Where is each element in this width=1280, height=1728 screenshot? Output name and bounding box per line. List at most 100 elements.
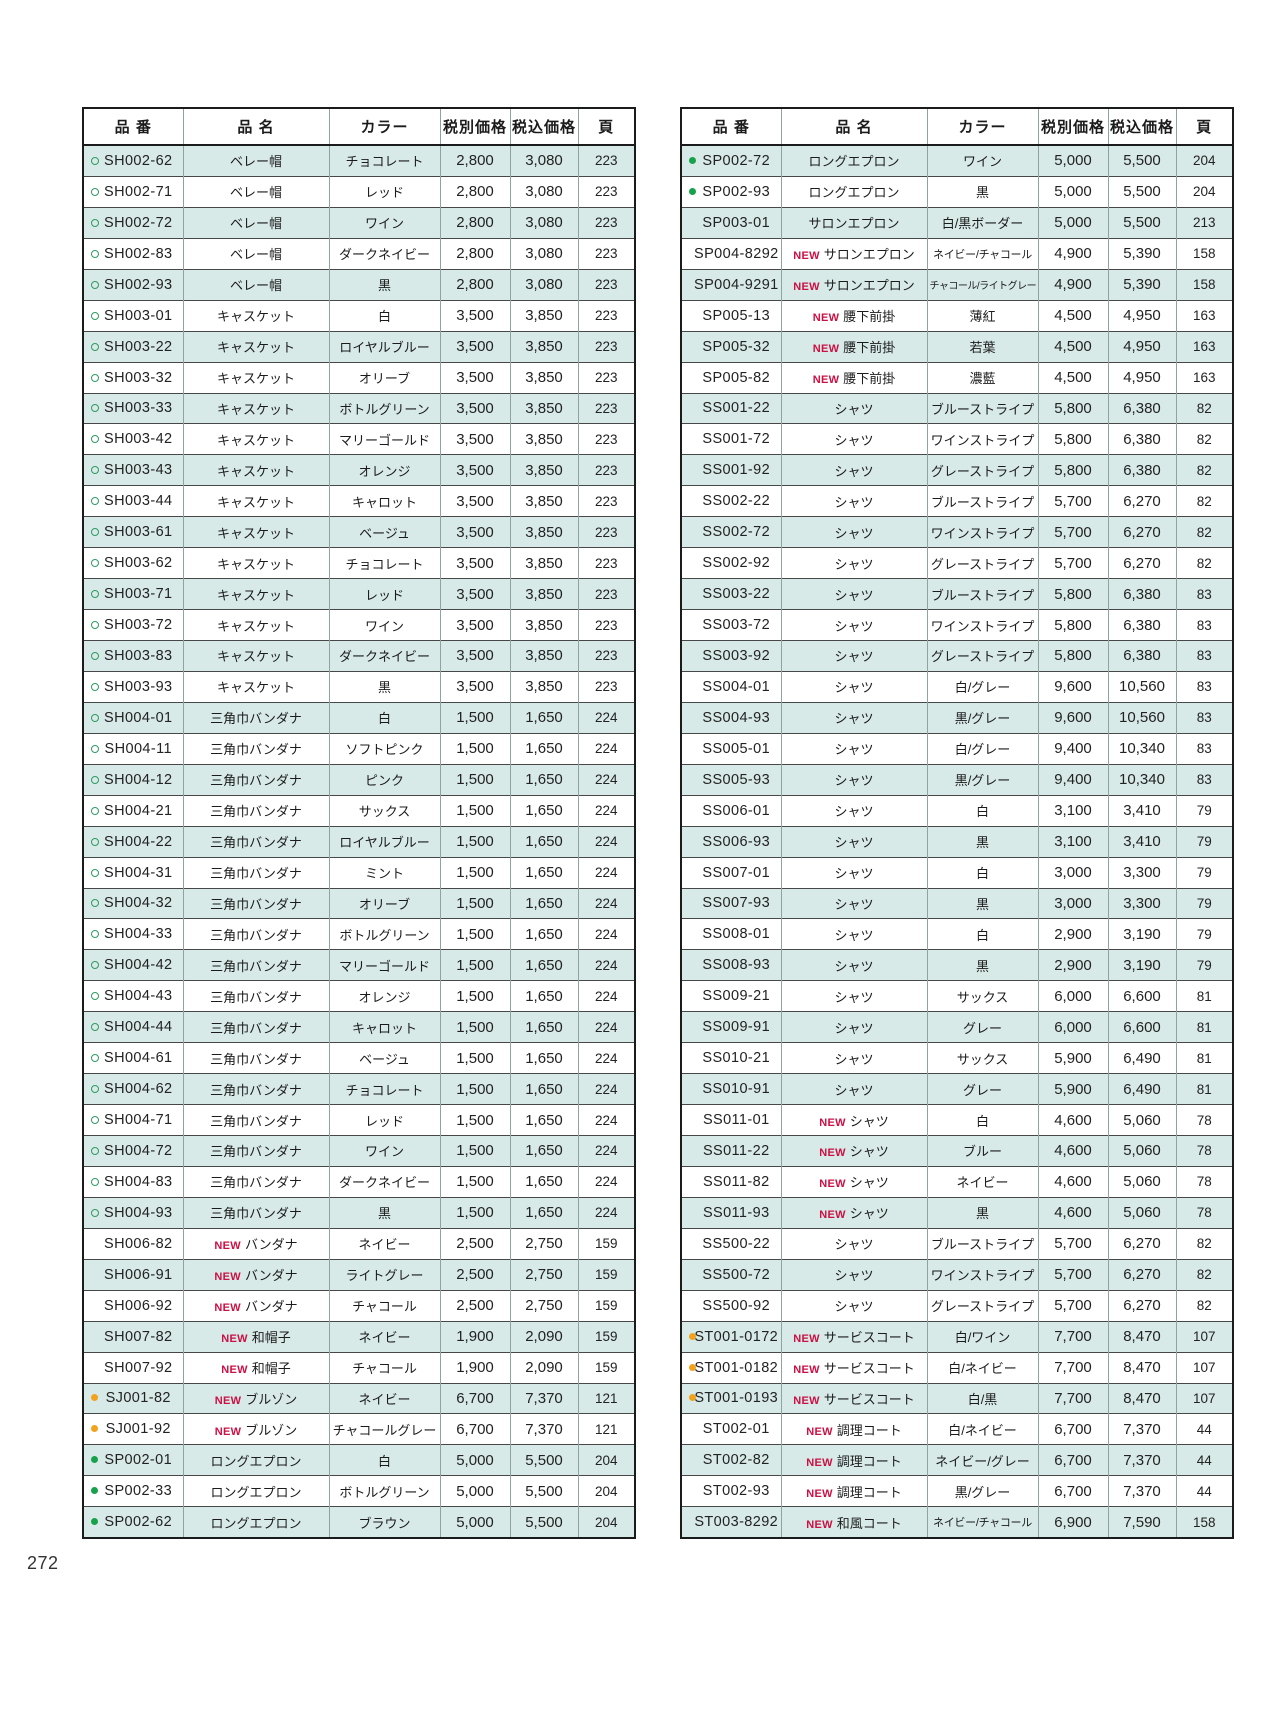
product-name: 三角巾バンダナ bbox=[210, 958, 302, 974]
catalog-page-cell: 79 bbox=[1175, 887, 1233, 919]
color-cell: 黒 bbox=[926, 825, 1038, 858]
price-inctax-cell: 6,490 bbox=[1107, 1073, 1176, 1105]
product-name: シャツ bbox=[834, 680, 874, 696]
color-cell: ロイヤルブルー bbox=[328, 825, 440, 858]
product-code-cell: SS001-22 bbox=[681, 392, 781, 424]
product-name: シャツ bbox=[834, 494, 874, 510]
product-name-cell: 三角巾バンダナ bbox=[182, 825, 329, 858]
column-header: 頁 bbox=[577, 108, 635, 146]
product-name: 和帽子 bbox=[251, 1361, 291, 1377]
product-name: シャツ bbox=[834, 927, 874, 943]
table-row: SH004-42 三角巾バンダナ マリーゴールド 1,500 1,650 224 bbox=[83, 949, 635, 981]
price-inctax-cell: 6,380 bbox=[1107, 454, 1176, 486]
table-row: ST001-0193 NEW サービスコート 白/黒 7,700 8,470 107 bbox=[681, 1382, 1233, 1414]
green-dot-icon bbox=[91, 1518, 98, 1526]
product-name-cell: シャツ bbox=[780, 609, 927, 641]
product-code: SH003-83 bbox=[104, 647, 173, 664]
product-name: 三角巾バンダナ bbox=[210, 896, 302, 912]
product-name: サービスコート bbox=[823, 1361, 915, 1377]
price-extax-cell: 3,000 bbox=[1037, 856, 1108, 888]
product-code-cell: SP002-93 bbox=[681, 175, 781, 208]
catalog-page-cell: 159 bbox=[577, 1320, 635, 1353]
price-extax-cell: 5,800 bbox=[1037, 609, 1108, 641]
catalog-page-cell: 83 bbox=[1175, 640, 1233, 672]
orange-dot-icon bbox=[689, 1363, 696, 1371]
product-name-cell: シャツ bbox=[780, 454, 927, 486]
product-name-cell: NEW バンダナ bbox=[182, 1289, 329, 1322]
product-name-cell: NEW 腰下前掛 bbox=[780, 299, 927, 332]
product-code: SS009-91 bbox=[702, 1019, 771, 1036]
table-row: SS005-01 シャツ 白/グレー 9,400 10,340 83 bbox=[681, 732, 1233, 765]
table-row: SP005-13 NEW 腰下前掛 薄紅 4,500 4,950 163 bbox=[681, 299, 1233, 332]
price-inctax-cell: 10,340 bbox=[1107, 763, 1176, 796]
product-name: 三角巾バンダナ bbox=[210, 1206, 302, 1222]
price-extax-cell: 1,500 bbox=[439, 1042, 510, 1074]
product-name: 三角巾バンダナ bbox=[210, 1082, 302, 1098]
green-dot-icon bbox=[91, 1487, 98, 1495]
price-extax-cell: 7,700 bbox=[1037, 1320, 1108, 1353]
catalog-page-cell: 223 bbox=[577, 454, 635, 486]
product-name-cell: シャツ bbox=[780, 887, 927, 919]
price-inctax-cell: 6,490 bbox=[1107, 1042, 1176, 1074]
catalog-page-cell: 82 bbox=[1175, 1289, 1233, 1322]
new-badge: NEW bbox=[819, 1116, 846, 1129]
color-cell: 黒 bbox=[926, 887, 1038, 919]
product-name-cell: NEW 和帽子 bbox=[182, 1320, 329, 1353]
price-extax-cell: 6,700 bbox=[1037, 1475, 1108, 1507]
green-circle-icon bbox=[91, 1023, 99, 1032]
product-code-cell: SS005-93 bbox=[681, 763, 781, 796]
price-extax-cell: 5,900 bbox=[1037, 1042, 1108, 1074]
product-name: 和帽子 bbox=[251, 1330, 291, 1346]
column-header: カラー bbox=[328, 108, 440, 146]
catalog-page-cell: 224 bbox=[577, 1011, 635, 1043]
product-name-cell: 三角巾バンダナ bbox=[182, 1042, 329, 1074]
product-code: ST003-8292 bbox=[694, 1514, 779, 1531]
product-code-cell: SH003-32 bbox=[83, 361, 183, 393]
table-row: SH003-43 キャスケット オレンジ 3,500 3,850 223 bbox=[83, 454, 635, 486]
product-name: シャツ bbox=[834, 711, 874, 727]
product-code: SH004-42 bbox=[104, 957, 173, 974]
product-code-cell: SH002-71 bbox=[83, 175, 183, 208]
green-circle-icon bbox=[91, 621, 99, 630]
table-row: SJ001-92 NEW ブルゾン チャコールグレー 6,700 7,370 121 bbox=[83, 1413, 635, 1445]
product-name: シャツ bbox=[834, 649, 874, 665]
catalog-page-cell: 163 bbox=[1175, 361, 1233, 393]
price-extax-cell: 5,800 bbox=[1037, 578, 1108, 610]
green-circle-icon bbox=[91, 930, 99, 939]
product-code: SH004-72 bbox=[104, 1142, 173, 1159]
price-inctax-cell: 3,410 bbox=[1107, 825, 1176, 858]
catalog-page-cell: 159 bbox=[577, 1227, 635, 1260]
product-code-cell: SH003-22 bbox=[83, 330, 183, 363]
table-row: SJ001-82 NEW ブルゾン ネイビー 6,700 7,370 121 bbox=[83, 1382, 635, 1414]
price-extax-cell: 1,500 bbox=[439, 980, 510, 1012]
color-cell: ベージュ bbox=[328, 1042, 440, 1074]
column-header: 税別価格 bbox=[439, 108, 510, 146]
product-code-cell: SS500-22 bbox=[681, 1227, 781, 1260]
product-code: SS010-91 bbox=[702, 1081, 771, 1098]
price-inctax-cell: 2,090 bbox=[509, 1320, 578, 1353]
product-code: SS500-22 bbox=[702, 1235, 771, 1252]
price-inctax-cell: 6,270 bbox=[1107, 1258, 1176, 1291]
product-code-cell: SH003-83 bbox=[83, 640, 183, 672]
product-code-cell: SS008-93 bbox=[681, 949, 781, 981]
product-code: SP002-93 bbox=[702, 183, 771, 200]
price-inctax-cell: 5,500 bbox=[509, 1506, 578, 1539]
product-code-cell: SH003-33 bbox=[83, 392, 183, 424]
product-name: ベレー帽 bbox=[229, 247, 282, 263]
product-name: バンダナ bbox=[244, 1268, 298, 1284]
color-cell: 白 bbox=[926, 856, 1038, 888]
product-name-cell: シャツ bbox=[780, 1258, 927, 1291]
catalog-page-cell: 204 bbox=[1175, 145, 1233, 177]
green-circle-icon bbox=[91, 1208, 99, 1217]
price-table-left: 品 番品 名カラー 税別価格 税込価格頁 SH002-62 ベレー帽 チョコレート 2,8… bbox=[82, 107, 636, 1540]
color-cell: レッド bbox=[328, 1104, 440, 1136]
color-cell: 黒/グレー bbox=[926, 763, 1038, 796]
product-name: シャツ bbox=[834, 401, 874, 417]
product-name: シャツ bbox=[834, 587, 874, 603]
color-cell: オリーブ bbox=[328, 887, 440, 919]
product-code: SH003-62 bbox=[104, 555, 173, 572]
catalog-page-cell: 224 bbox=[577, 1165, 635, 1198]
product-name: シャツ bbox=[834, 618, 874, 634]
product-code-cell: SS002-22 bbox=[681, 485, 781, 517]
green-circle-icon bbox=[91, 249, 99, 258]
